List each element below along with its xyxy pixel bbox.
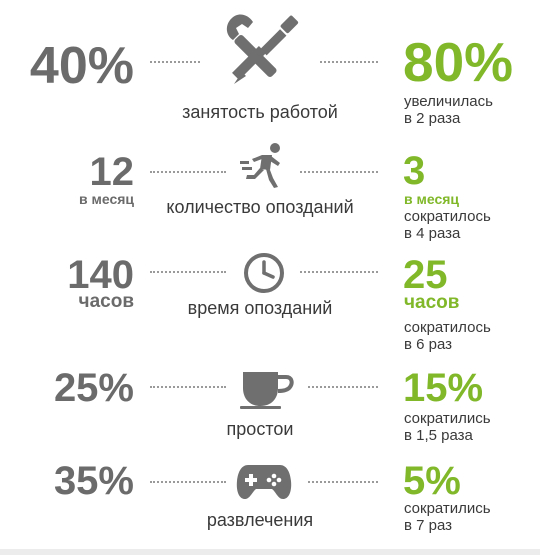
stat-label: время опозданий — [187, 298, 333, 318]
before-value: 140 — [67, 253, 134, 297]
before-value: 12 — [89, 150, 135, 194]
right-dotted-line — [320, 61, 378, 63]
stat-label: простои — [226, 419, 294, 439]
left-dotted-line — [150, 61, 200, 63]
coffee-cup-icon — [240, 370, 296, 410]
after-value: 80% — [403, 31, 514, 93]
change-note-line-1: сократилось — [404, 319, 491, 336]
change-note-line-1: сократились — [404, 410, 491, 427]
after-value: 15% — [403, 366, 484, 410]
after-value: 25 — [403, 253, 448, 297]
before-value: 40% — [29, 37, 134, 95]
change-note-line-1: сократились — [404, 500, 491, 517]
after-value: 5% — [403, 459, 461, 503]
before-unit: часов — [78, 291, 134, 312]
change-note-line-2: в 2 раза — [404, 110, 461, 127]
change-note-line-1: сократилось — [404, 208, 491, 225]
right-dotted-line — [300, 171, 378, 173]
before-value: 35% — [53, 459, 134, 503]
clock-icon — [242, 251, 286, 295]
right-dotted-line — [308, 386, 378, 388]
after-unit: часов — [404, 292, 460, 313]
left-dotted-line — [150, 271, 226, 273]
change-note-line-2: в 6 раз — [404, 336, 453, 353]
after-value: 3 — [403, 149, 426, 193]
change-note-line-1: увеличилась — [404, 93, 493, 110]
stat-label: развлечения — [206, 510, 314, 530]
running-person-icon — [240, 142, 288, 190]
change-note-line-2: в 4 раза — [404, 225, 461, 242]
stat-label: занятость работой — [182, 102, 338, 122]
left-dotted-line — [150, 171, 226, 173]
left-dotted-line — [150, 481, 226, 483]
after-unit: в месяц — [404, 191, 460, 207]
stat-label: количество опозданий — [166, 197, 354, 217]
gamepad-icon — [236, 459, 292, 503]
left-dotted-line — [150, 386, 226, 388]
right-dotted-line — [300, 271, 378, 273]
right-dotted-line — [308, 481, 378, 483]
before-unit: в месяц — [78, 191, 134, 207]
tools-icon — [222, 10, 304, 92]
bottom-divider — [0, 549, 540, 555]
before-value: 25% — [53, 366, 134, 410]
change-note-line-2: в 1,5 раза — [404, 427, 473, 444]
change-note-line-2: в 7 раз — [404, 517, 453, 534]
